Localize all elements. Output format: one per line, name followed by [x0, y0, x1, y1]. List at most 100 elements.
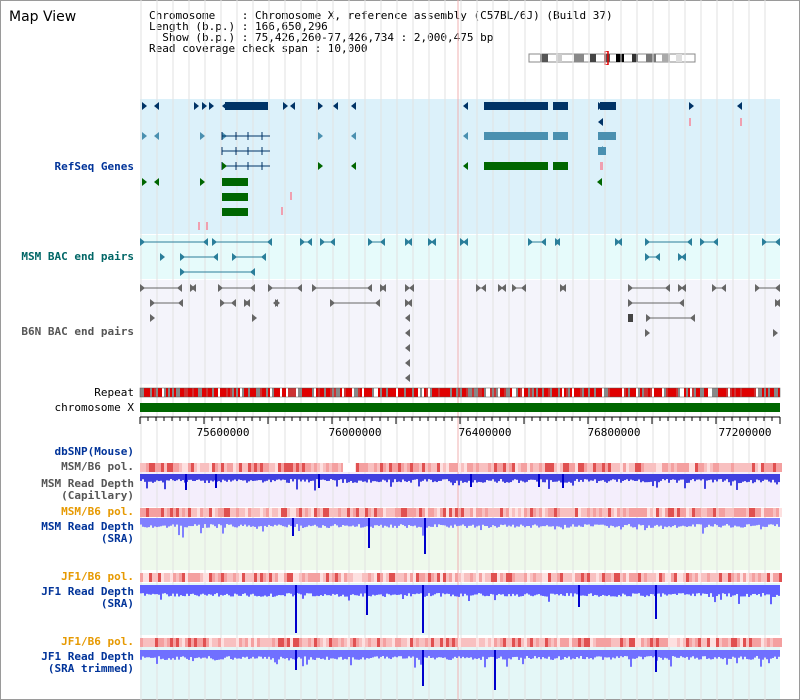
bac-end [681, 253, 686, 261]
pol-segment [272, 573, 275, 582]
depth-bar [586, 585, 588, 597]
pol-segment [662, 573, 665, 582]
depth-bar [294, 474, 296, 480]
pol-segment [590, 573, 593, 582]
bac-end [775, 284, 780, 292]
depth-bar [538, 650, 540, 658]
pol-segment [566, 463, 569, 472]
msm-b6-pol-label[interactable]: MSM/B6 pol. [61, 460, 134, 473]
pol-segment [416, 638, 419, 647]
pol-segment [740, 508, 743, 517]
gene-marker [222, 162, 227, 170]
depth-bar [218, 650, 220, 660]
pol-segment [311, 573, 314, 582]
gene-marker [142, 132, 147, 140]
repeat-segment [694, 388, 696, 397]
depth-bar [520, 650, 522, 658]
depth-bar [678, 518, 680, 527]
depth-bar [344, 518, 346, 526]
chromosome-ideogram[interactable] [528, 51, 698, 65]
depth-bar [144, 474, 146, 482]
depth-bar [590, 585, 592, 594]
depth-bar [622, 474, 624, 481]
pol-segment [740, 463, 743, 472]
pol-segment [302, 463, 305, 472]
pol-segment [317, 573, 320, 582]
depth-bar [298, 585, 300, 594]
depth-bar [286, 474, 288, 483]
gene-block [222, 178, 248, 186]
depth-bar [330, 518, 332, 527]
depth-bar [272, 474, 274, 481]
depth-bar [484, 518, 486, 527]
refseq-genes-label[interactable]: RefSeq Genes [54, 160, 134, 173]
pol-segment [527, 463, 530, 472]
pol-segment [269, 508, 272, 517]
depth-bar [616, 650, 618, 657]
pol-segment [464, 463, 467, 472]
repeat-segment [622, 388, 624, 397]
repeat-segment [404, 388, 406, 397]
depth-bar [328, 650, 330, 660]
depth-bar [544, 650, 546, 659]
depth-bar [442, 518, 444, 526]
jf1-b6-pol-label-2[interactable]: JF1/B6 pol. [61, 635, 134, 648]
pol-segment [473, 638, 476, 647]
depth-bar [398, 474, 400, 482]
repeat-segment [366, 388, 368, 397]
depth-bar [142, 585, 144, 594]
depth-bar [514, 585, 516, 596]
pol-segment [683, 573, 686, 582]
depth-bar [548, 585, 550, 602]
pol-segment [422, 573, 425, 582]
depth-bar [254, 650, 256, 659]
pol-segment [662, 508, 665, 517]
depth-bar [146, 585, 148, 594]
repeat-segment [218, 388, 220, 397]
pol-segment [659, 573, 662, 582]
depth-bar [430, 585, 432, 597]
pol-segment [677, 463, 680, 472]
pol-segment [758, 463, 761, 472]
jf1-depth-trimmed-label[interactable]: JF1 Read Depth (SRA trimmed) [0, 651, 134, 675]
depth-bar [550, 650, 552, 660]
msm-bac-label[interactable]: MSM BAC end pairs [21, 250, 134, 263]
repeat-segment [190, 388, 192, 397]
depth-bar [292, 650, 294, 660]
pol-segment [581, 638, 584, 647]
repeat-segment [186, 388, 188, 397]
jf1-b6-pol-label[interactable]: JF1/B6 pol. [61, 570, 134, 583]
pol-segment [269, 638, 272, 647]
depth-bar [624, 585, 626, 595]
depth-bar [762, 650, 764, 660]
repeat-segment [318, 388, 320, 397]
depth-bar [262, 518, 264, 532]
depth-bar [606, 650, 608, 658]
b6n-bac-label[interactable]: B6N BAC end pairs [21, 325, 134, 338]
repeat-segment [636, 388, 638, 397]
pol-segment [185, 508, 188, 517]
depth-bar [140, 650, 142, 660]
depth-bar [590, 650, 592, 659]
pol-segment [245, 463, 248, 472]
depth-bar [418, 650, 420, 660]
dbsnp-label[interactable]: dbSNP(Mouse) [54, 445, 134, 458]
depth-bar [748, 474, 750, 482]
pol-segment [242, 463, 245, 472]
depth-bar [482, 585, 484, 596]
depth-bar [380, 518, 382, 525]
jf1-depth-sra-label[interactable]: JF1 Read Depth (SRA) [0, 586, 134, 610]
msm-depth-sra-label[interactable]: MSM Read Depth (SRA) [0, 521, 134, 545]
depth-bar [336, 474, 338, 487]
pol-segment [542, 508, 545, 517]
depth-bar [252, 518, 254, 527]
bac-end [681, 284, 686, 292]
msm-b6-pol-label-2[interactable]: MSM/B6 pol. [61, 505, 134, 518]
msm-depth-capillary-label[interactable]: MSM Read Depth (Capillary) [0, 478, 134, 502]
repeat-segment [530, 388, 532, 397]
depth-bar [240, 518, 242, 525]
pol-segment [668, 508, 671, 517]
depth-bar [192, 585, 194, 594]
pol-segment [752, 638, 755, 647]
depth-bar [532, 518, 534, 526]
